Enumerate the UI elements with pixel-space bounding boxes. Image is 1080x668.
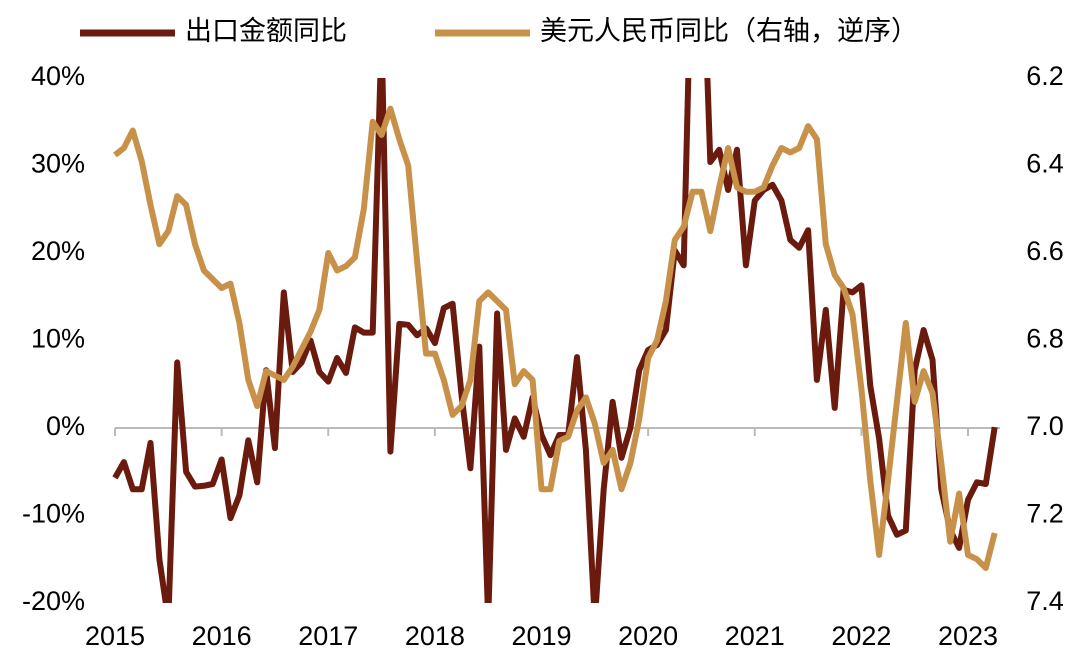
series-line [113, 105, 998, 571]
y2-tick-label: 6.8 [1026, 324, 1064, 354]
x-tick-label: 2018 [405, 621, 465, 651]
y-tick-label: -10% [22, 499, 85, 529]
x-tick-label: 2023 [938, 621, 998, 651]
y2-tick-label: 7.4 [1026, 586, 1064, 616]
x-tick-label: 2017 [298, 621, 358, 651]
x-tick-label: 2016 [192, 621, 252, 651]
x-tick-label: 2019 [511, 621, 571, 651]
x-tick-label: 2020 [618, 621, 678, 651]
y-tick-label: 10% [31, 324, 85, 354]
y2-tick-label: 6.6 [1026, 236, 1064, 266]
y-tick-label: 20% [31, 236, 85, 266]
legend-label: 出口金额同比 [185, 16, 347, 46]
series-line [112, 78, 998, 603]
y-tick-label: 40% [31, 61, 85, 91]
x-tick-label: 2021 [725, 621, 785, 651]
y2-tick-label: 6.2 [1026, 61, 1064, 91]
y-tick-label: -20% [22, 586, 85, 616]
plot-area [112, 78, 998, 603]
y2-tick-label: 7.0 [1026, 411, 1064, 441]
x-tick-label: 2015 [85, 621, 145, 651]
y2-tick-label: 7.2 [1026, 499, 1064, 529]
y-tick-label: 30% [31, 149, 85, 179]
x-tick-label: 2022 [831, 621, 891, 651]
y-tick-label: 0% [46, 411, 85, 441]
legend-label: 美元人民币同比（右轴，逆序） [540, 16, 918, 46]
y2-tick-label: 6.4 [1026, 149, 1064, 179]
